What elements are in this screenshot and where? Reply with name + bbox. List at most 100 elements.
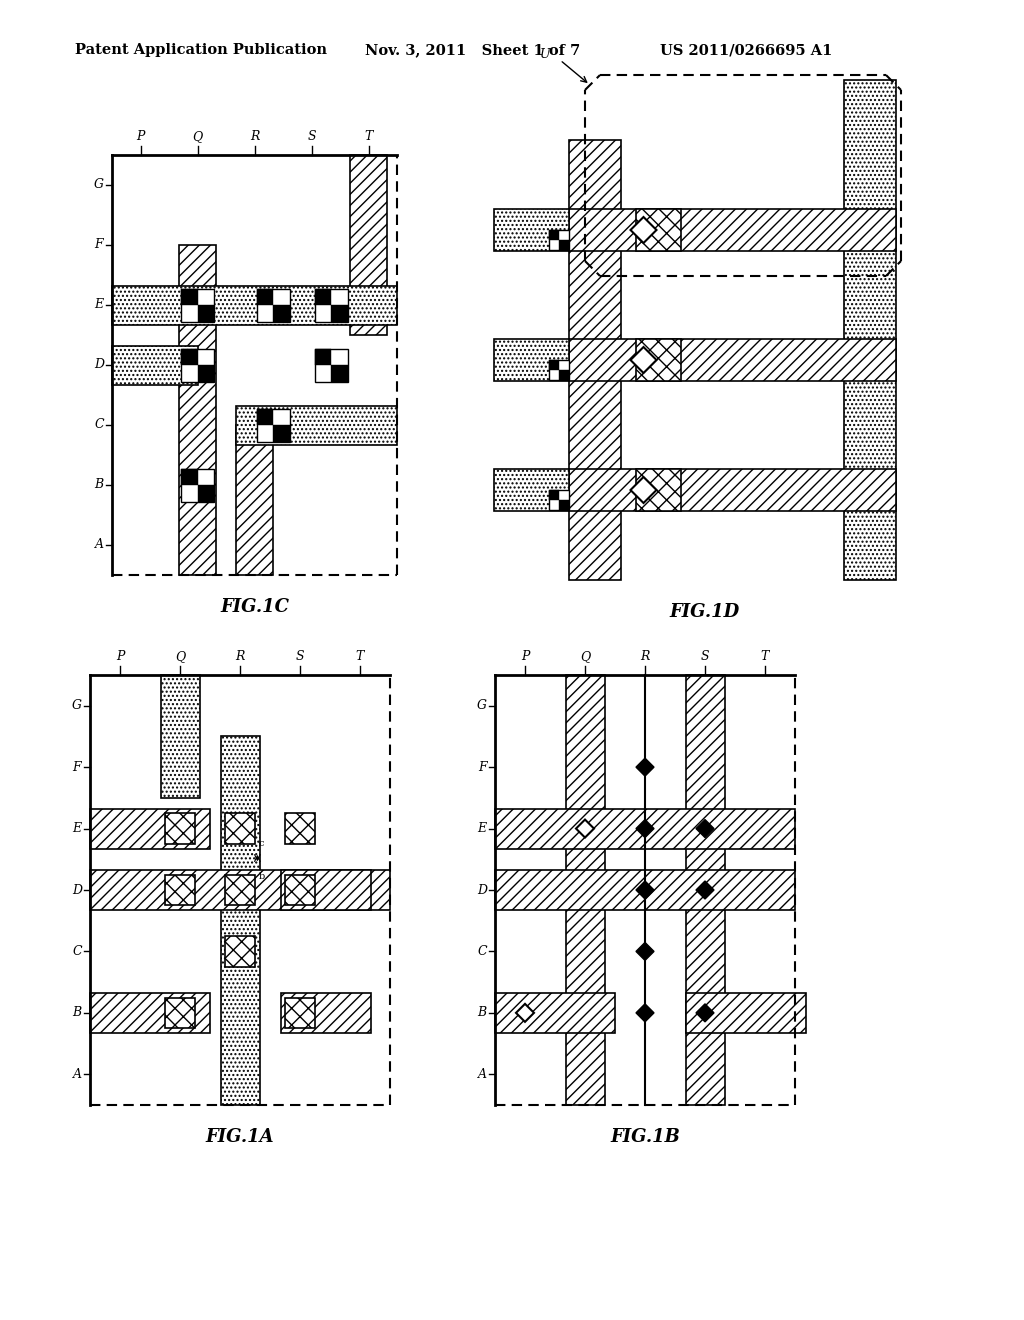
Text: Q: Q <box>175 651 185 664</box>
Text: G: G <box>94 178 104 191</box>
Polygon shape <box>631 216 656 243</box>
Bar <box>285 998 315 1028</box>
Text: D: D <box>477 883 487 896</box>
Bar <box>549 490 569 510</box>
Bar <box>90 870 390 909</box>
Text: T: T <box>761 651 769 664</box>
Bar <box>685 993 806 1032</box>
Bar <box>350 154 387 335</box>
Bar <box>112 285 397 325</box>
Bar <box>331 366 347 381</box>
Bar <box>256 408 273 425</box>
Bar <box>569 469 896 511</box>
Bar <box>220 737 259 1105</box>
Bar <box>112 346 198 384</box>
Text: C: C <box>72 945 82 958</box>
Text: S: S <box>307 131 315 144</box>
Text: E: E <box>94 298 103 312</box>
Text: E: E <box>73 822 82 836</box>
Polygon shape <box>636 820 654 838</box>
Bar <box>494 469 569 511</box>
Bar <box>90 993 210 1032</box>
Text: D: D <box>94 359 104 371</box>
Text: FIG.1A: FIG.1A <box>206 1129 274 1146</box>
Text: Nov. 3, 2011   Sheet 1 of 7: Nov. 3, 2011 Sheet 1 of 7 <box>365 44 581 57</box>
Text: A: A <box>477 1068 486 1081</box>
Polygon shape <box>631 477 656 503</box>
Bar <box>314 348 347 381</box>
Polygon shape <box>636 942 654 961</box>
Bar <box>256 408 290 441</box>
Text: B: B <box>477 1006 486 1019</box>
Text: R: R <box>236 651 245 664</box>
Text: P: P <box>136 131 144 144</box>
Text: F: F <box>94 239 103 252</box>
Text: S: S <box>700 651 710 664</box>
Text: P: P <box>521 651 529 664</box>
Text: FIG.1B: FIG.1B <box>610 1129 680 1146</box>
Bar <box>285 875 315 906</box>
Polygon shape <box>631 347 656 374</box>
Bar <box>181 469 214 502</box>
Bar <box>165 875 196 906</box>
Text: F: F <box>477 760 486 774</box>
Bar <box>314 289 331 305</box>
Bar <box>495 870 795 909</box>
Bar <box>181 348 214 381</box>
Bar <box>636 469 681 511</box>
Text: FIG.1C: FIG.1C <box>220 598 289 616</box>
Polygon shape <box>696 1003 714 1022</box>
Bar <box>281 870 371 909</box>
Text: F: F <box>73 760 81 774</box>
Bar <box>495 993 615 1032</box>
Polygon shape <box>636 880 654 899</box>
Polygon shape <box>696 880 714 899</box>
Bar <box>224 875 255 906</box>
Bar <box>331 305 347 322</box>
Text: A: A <box>73 1068 82 1081</box>
Bar <box>549 360 559 370</box>
Bar <box>256 289 290 322</box>
Text: B: B <box>94 479 103 491</box>
Bar <box>636 339 681 381</box>
Bar <box>181 348 198 366</box>
Bar <box>165 998 196 1028</box>
Bar <box>559 370 569 380</box>
Bar <box>161 675 200 797</box>
Bar <box>494 339 569 381</box>
Bar <box>198 305 214 322</box>
Bar <box>256 289 273 305</box>
Text: US 2011/0266695 A1: US 2011/0266695 A1 <box>660 44 833 57</box>
Bar <box>181 469 198 484</box>
Bar <box>549 360 569 380</box>
Text: R: R <box>250 131 259 144</box>
Bar <box>236 425 273 576</box>
Text: P: P <box>116 651 124 664</box>
Bar <box>273 305 290 322</box>
Bar <box>549 230 559 240</box>
Bar <box>559 240 569 249</box>
Bar <box>569 209 896 251</box>
Text: G: G <box>477 700 487 713</box>
Bar <box>224 813 255 843</box>
Bar <box>181 289 198 305</box>
Bar <box>198 484 214 502</box>
Polygon shape <box>696 820 714 838</box>
Bar <box>636 209 681 251</box>
Text: Q: Q <box>580 651 590 664</box>
Bar <box>179 246 216 576</box>
Text: A: A <box>94 539 103 552</box>
Bar <box>273 425 290 441</box>
Bar <box>559 500 569 510</box>
Text: FIG.1D: FIG.1D <box>670 603 740 620</box>
Polygon shape <box>575 820 594 838</box>
Bar <box>90 809 210 849</box>
Text: Q: Q <box>193 131 203 144</box>
Bar <box>181 289 214 322</box>
Bar <box>569 140 621 579</box>
Bar <box>494 209 569 251</box>
Polygon shape <box>516 1003 534 1022</box>
Bar <box>165 813 196 843</box>
Text: D: D <box>72 883 82 896</box>
Bar <box>224 936 255 966</box>
